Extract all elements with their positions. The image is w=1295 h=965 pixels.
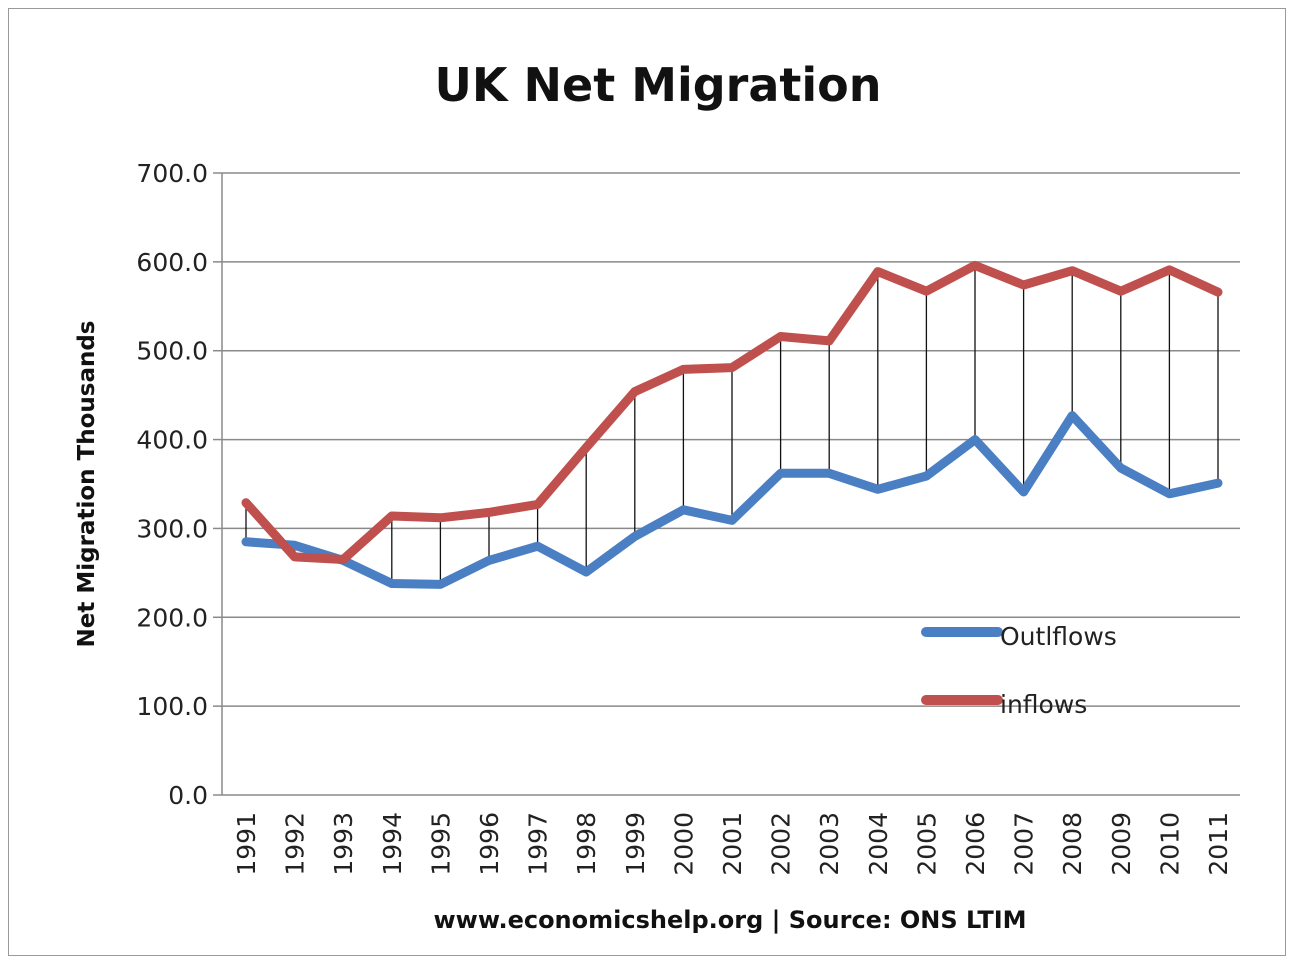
x-tick-label: 2008 bbox=[1058, 812, 1087, 876]
data-point bbox=[292, 543, 297, 548]
data-point bbox=[632, 534, 637, 539]
drop-lines bbox=[245, 265, 1219, 585]
legend: Outlflows inflows bbox=[921, 622, 1117, 719]
x-axis-ticks: 1991 1992 1993 1994 1995 1996 1997 1998 1999 2000… bbox=[232, 812, 1233, 876]
x-tick-label: 2005 bbox=[912, 812, 941, 876]
data-point bbox=[1216, 481, 1220, 486]
grid-lines bbox=[222, 172, 1240, 707]
data-point bbox=[827, 338, 832, 343]
y-tick-label: 400.0 bbox=[136, 426, 208, 455]
y-axis-ticks: 0.0 100.0 200.0 300.0 400.0 500.0 600.0 700.0 bbox=[136, 159, 222, 810]
x-tick-label: 2011 bbox=[1204, 812, 1233, 876]
y-tick-label: 200.0 bbox=[136, 603, 208, 632]
x-tick-label: 2001 bbox=[718, 812, 747, 876]
data-point bbox=[389, 581, 394, 586]
x-tick-label: 2002 bbox=[767, 812, 796, 876]
data-point bbox=[875, 269, 880, 274]
data-point bbox=[681, 367, 686, 372]
data-point bbox=[924, 474, 929, 479]
data-point bbox=[875, 487, 880, 492]
data-point bbox=[973, 437, 977, 442]
data-point bbox=[438, 515, 443, 520]
data-point bbox=[341, 557, 346, 562]
data-point bbox=[924, 289, 929, 294]
x-tick-label: 1994 bbox=[378, 812, 407, 876]
data-point bbox=[584, 445, 589, 450]
y-tick-label: 300.0 bbox=[136, 514, 208, 543]
data-point bbox=[292, 554, 297, 559]
x-tick-label: 1991 bbox=[232, 812, 261, 876]
x-tick-label: 2003 bbox=[815, 812, 844, 876]
x-tick-label: 1996 bbox=[475, 812, 504, 876]
data-point bbox=[778, 334, 783, 339]
y-tick-label: 0.0 bbox=[168, 781, 208, 810]
x-tick-label: 2007 bbox=[1010, 812, 1039, 876]
chart-frame bbox=[8, 8, 1286, 956]
x-tick-label: 2010 bbox=[1155, 812, 1184, 876]
y-axis-label: Net Migration Thousands bbox=[74, 321, 100, 648]
data-point bbox=[1118, 466, 1123, 471]
data-point bbox=[973, 263, 977, 268]
data-point bbox=[1167, 491, 1172, 496]
data-point bbox=[244, 539, 248, 544]
data-point bbox=[730, 365, 734, 370]
data-point bbox=[1070, 413, 1075, 418]
data-point bbox=[827, 471, 832, 476]
data-point bbox=[487, 510, 491, 515]
data-point bbox=[244, 500, 248, 505]
data-point bbox=[1216, 290, 1220, 295]
x-tick-label: 1993 bbox=[329, 812, 358, 876]
chart-title: UK Net Migration bbox=[434, 58, 881, 112]
y-tick-label: 600.0 bbox=[136, 248, 208, 277]
data-point bbox=[730, 518, 734, 523]
x-tick-label: 1998 bbox=[572, 812, 601, 876]
y-tick-label: 700.0 bbox=[136, 159, 208, 188]
data-point bbox=[389, 513, 394, 518]
data-point bbox=[681, 507, 686, 512]
data-point bbox=[1021, 282, 1026, 287]
legend-label-outflows: Outlflows bbox=[1000, 622, 1117, 651]
data-point bbox=[1070, 268, 1075, 273]
x-tick-label: 1999 bbox=[621, 812, 650, 876]
x-tick-label: 2000 bbox=[669, 812, 698, 876]
data-point bbox=[535, 502, 540, 507]
series-lines bbox=[241, 260, 1223, 589]
data-point bbox=[1118, 289, 1123, 294]
legend-label-inflows: inflows bbox=[1000, 690, 1087, 719]
data-point bbox=[632, 389, 637, 394]
x-tick-label: 2009 bbox=[1107, 812, 1136, 876]
x-tick-label: 2006 bbox=[961, 812, 990, 876]
data-point bbox=[778, 471, 783, 476]
x-tick-label: 1995 bbox=[426, 812, 455, 876]
source-note: www.economicshelp.org | Source: ONS LTIM bbox=[433, 906, 1026, 934]
x-tick-label: 1992 bbox=[281, 812, 310, 876]
y-tick-label: 500.0 bbox=[136, 337, 208, 366]
data-point bbox=[1167, 267, 1172, 272]
data-point bbox=[487, 558, 491, 563]
data-point bbox=[584, 569, 589, 574]
data-point bbox=[535, 544, 540, 549]
data-point bbox=[438, 582, 443, 587]
data-point bbox=[1021, 489, 1026, 494]
y-tick-label: 100.0 bbox=[136, 692, 208, 721]
x-tick-label: 2004 bbox=[864, 812, 893, 876]
x-tick-label: 1997 bbox=[524, 812, 553, 876]
